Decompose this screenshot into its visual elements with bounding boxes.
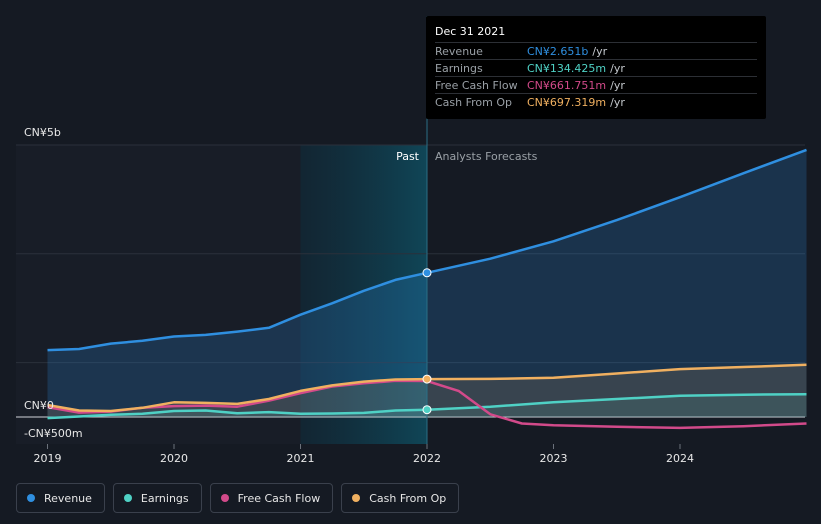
tooltip: Dec 31 2021 Revenue CN¥2.651b/yr Earning… [426,16,766,119]
revenue-dot-icon [27,494,35,502]
legend-label: Cash From Op [369,491,447,505]
cash-from-op-dot-icon [352,494,361,502]
tooltip-unit: /yr [610,62,625,75]
earnings-dot-icon [123,494,132,502]
x-tick-label: 2021 [287,452,315,465]
y-axis-top-label: CN¥5b [24,126,61,139]
series-lines [47,148,807,430]
legend-item-free-cash-flow[interactable]: Free Cash Flow [209,483,334,513]
legend-item-earnings[interactable]: Earnings [112,483,202,513]
tooltip-label: Cash From Op [435,96,513,109]
tooltip-row-cash-from-op: Cash From Op CN¥697.319m/yr [435,93,757,111]
forecast-label: Analysts Forecasts [435,150,538,163]
y-axis-bottom-label: -CN¥500m [24,427,83,440]
marker-earnings [422,405,432,415]
tooltip-value: CN¥2.651b [527,45,589,58]
tooltip-date: Dec 31 2021 [435,25,506,38]
marker-revenue [422,268,432,278]
x-tick-label: 2023 [540,452,568,465]
x-tick-label: 2022 [413,452,441,465]
tooltip-unit: /yr [610,96,625,109]
hover-markers [422,268,432,415]
past-highlight-band [300,145,427,444]
series-line-earnings [47,392,807,420]
x-tick-label: 2019 [34,452,62,465]
past-label: Past [396,150,420,163]
tooltip-label: Earnings [435,62,483,75]
legend-label: Revenue [44,491,92,505]
tooltip-value: CN¥697.319m [527,96,607,109]
legend-label: Free Cash Flow [237,491,321,505]
legend-item-cash-from-op[interactable]: Cash From Op [341,483,460,513]
gridlines [16,144,805,418]
chart-svg: CN¥5b CN¥0 -CN¥500m Past Analysts Foreca… [16,16,807,465]
x-tick-label: 2020 [160,452,188,465]
tooltip-unit: /yr [610,79,625,92]
series-line-revenue [47,148,807,352]
tooltip-label: Revenue [435,45,483,58]
legend-item-revenue[interactable]: Revenue [16,483,105,513]
marker-cash-from-op [422,374,432,384]
tooltip-row-earnings: Earnings CN¥134.425m/yr [435,59,757,77]
tooltip-row-revenue: Revenue CN¥2.651b/yr [435,42,757,60]
y-axis-zero-label: CN¥0 [24,399,54,412]
tooltip-unit: /yr [592,45,608,58]
legend: Revenue Earnings Free Cash Flow Cash Fro… [16,483,460,513]
tooltip-label: Free Cash Flow [435,79,518,92]
legend-label: Earnings [140,491,189,505]
tooltip-row-free-cash-flow: Free Cash Flow CN¥661.751m/yr [435,76,757,94]
x-axis-ticks: 2019 2020 2021 2022 2023 2024 [34,444,694,465]
tooltip-value: CN¥134.425m [527,62,607,75]
free-cash-flow-dot-icon [220,494,229,502]
x-tick-label: 2024 [666,452,694,465]
series-line-cash-from-op [47,363,807,413]
tooltip-value: CN¥661.751m [527,79,607,92]
